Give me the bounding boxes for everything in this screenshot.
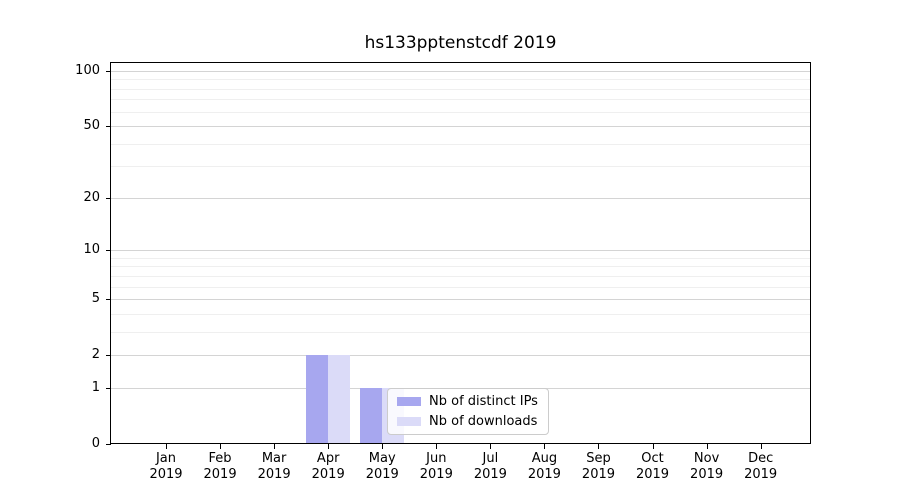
gridline-minor <box>111 88 810 90</box>
gridline-minor <box>111 99 810 101</box>
x-tick-label: Jun 2019 <box>419 451 453 482</box>
x-tick <box>328 444 330 449</box>
y-tick <box>106 250 111 252</box>
y-tick-label: 2 <box>91 347 100 363</box>
y-tick <box>106 355 111 357</box>
x-tick <box>706 444 708 449</box>
y-tick <box>106 387 111 389</box>
gridline-minor <box>111 313 810 315</box>
gridline-minor <box>111 286 810 288</box>
gridline-major <box>111 250 810 252</box>
gridline-minor <box>111 331 810 333</box>
x-tick-label: Mar 2019 <box>257 451 291 482</box>
x-tick-label: May 2019 <box>365 451 399 482</box>
y-tick <box>106 444 111 445</box>
gridline-major <box>111 355 810 357</box>
y-tick-label: 5 <box>91 291 100 307</box>
gridline-minor <box>111 143 810 145</box>
x-tick <box>544 444 546 449</box>
gridline-minor <box>111 275 810 277</box>
x-tick-label: Feb 2019 <box>203 451 237 482</box>
x-tick-label: Apr 2019 <box>311 451 345 482</box>
y-tick <box>106 197 111 199</box>
x-tick <box>490 444 492 449</box>
x-tick-label: Jan 2019 <box>149 451 183 482</box>
x-tick-label: Sep 2019 <box>581 451 616 482</box>
gridline-minor <box>111 266 810 268</box>
gridline-major <box>111 71 810 72</box>
x-tick <box>274 444 276 449</box>
chart-title: hs133pptenstcdf 2019 <box>364 33 557 53</box>
gridline-major <box>111 197 810 199</box>
legend-item-distinct-ips: Nb of distinct IPs <box>397 394 539 409</box>
gridline-major <box>111 299 810 301</box>
x-tick-label: Nov 2019 <box>690 451 724 482</box>
gridline-minor <box>111 111 810 113</box>
y-tick <box>106 299 111 301</box>
y-tick-label: 50 <box>83 118 100 134</box>
x-tick <box>436 444 438 449</box>
x-tick-label: Aug 2019 <box>527 451 561 482</box>
y-tick-label: 20 <box>83 189 100 205</box>
x-tick <box>220 444 222 449</box>
gridline-minor <box>111 166 810 168</box>
legend-item-downloads: Nb of downloads <box>397 414 539 429</box>
x-tick <box>382 444 384 449</box>
y-tick <box>106 126 111 128</box>
x-tick <box>598 444 600 449</box>
legend-label-distinct-ips: Nb of distinct IPs <box>429 394 538 409</box>
bar-downloads <box>328 355 351 443</box>
x-tick-label: Oct 2019 <box>635 451 670 482</box>
y-tick <box>106 71 111 72</box>
plot-area <box>110 62 811 444</box>
x-tick <box>652 444 654 449</box>
x-tick-label: Dec 2019 <box>744 451 778 482</box>
y-tick-label: 100 <box>75 63 100 78</box>
legend-swatch-downloads-icon <box>397 417 421 426</box>
x-tick <box>760 444 762 449</box>
bar-distinct-ips <box>360 387 383 443</box>
y-tick-label: 1 <box>91 379 100 395</box>
y-tick-label: 10 <box>83 242 100 258</box>
x-tick-label: Jul 2019 <box>473 451 507 482</box>
legend-label-downloads: Nb of downloads <box>429 414 538 429</box>
gridline-major <box>111 126 810 128</box>
legend-swatch-distinct-ips-icon <box>397 397 421 406</box>
bar-distinct-ips <box>306 355 329 443</box>
y-tick-label: 0 <box>91 436 100 451</box>
legend: Nb of distinct IPs Nb of downloads <box>387 388 549 435</box>
gridline-minor <box>111 79 810 81</box>
x-tick <box>166 444 167 449</box>
gridline-minor <box>111 257 810 259</box>
